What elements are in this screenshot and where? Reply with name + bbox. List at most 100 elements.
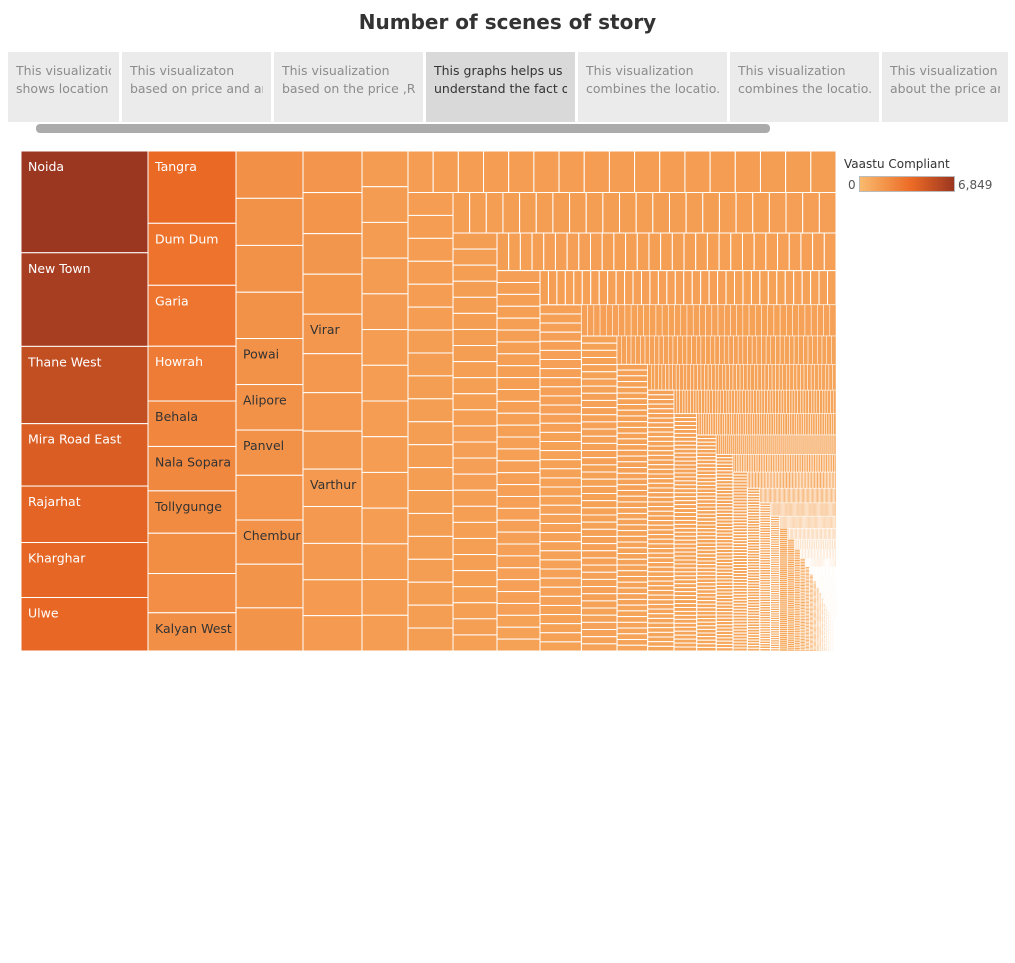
treemap-cell[interactable]: [769, 434, 773, 455]
treemap-cell[interactable]: [779, 550, 788, 554]
treemap-cell[interactable]: [793, 413, 797, 436]
treemap-cell[interactable]: [779, 583, 788, 586]
treemap-cell[interactable]: [235, 291, 304, 340]
treemap-cell[interactable]: [775, 454, 778, 473]
treemap-cell[interactable]: [361, 150, 409, 188]
treemap-cell[interactable]: [606, 304, 613, 337]
treemap-cell[interactable]: [580, 364, 618, 373]
treemap-cell[interactable]: [715, 413, 718, 436]
treemap-cell[interactable]: [578, 232, 592, 272]
treemap-cell[interactable]: [601, 232, 615, 272]
treemap-cell[interactable]: [779, 630, 788, 633]
treemap-cell[interactable]: [759, 270, 769, 306]
treemap-cell[interactable]: [787, 622, 795, 626]
treemap-cell[interactable]: [647, 585, 675, 591]
treemap-cell[interactable]: [794, 576, 801, 579]
treemap-cell[interactable]: [754, 413, 758, 436]
treemap-cell[interactable]: [683, 270, 693, 306]
treemap-cell[interactable]: [803, 454, 806, 473]
treemap-cell[interactable]: [794, 633, 801, 637]
treemap-cell[interactable]: [676, 389, 680, 414]
treemap-cell[interactable]: [709, 150, 736, 193]
treemap-cell[interactable]: [773, 434, 777, 455]
treemap-cell[interactable]: [616, 547, 649, 555]
treemap-cell[interactable]: [779, 601, 788, 605]
treemap-cell[interactable]: [779, 568, 788, 572]
treemap-cell[interactable]: [729, 364, 734, 391]
treemap-cell[interactable]: [794, 583, 801, 586]
treemap-cell[interactable]: [533, 150, 560, 193]
treemap-cell[interactable]: [715, 389, 719, 414]
treemap-cell[interactable]: [696, 614, 717, 620]
treemap-cell[interactable]: [407, 150, 434, 193]
treemap-cell[interactable]: [708, 413, 711, 436]
treemap-cell[interactable]: [647, 436, 675, 442]
treemap-cell[interactable]: [787, 578, 795, 581]
treemap-cell[interactable]: [739, 364, 744, 391]
treemap-cell[interactable]: [812, 413, 816, 436]
treemap-cell[interactable]: [794, 618, 801, 621]
treemap-cell[interactable]: [787, 647, 795, 650]
story-point-5[interactable]: This visualization combines the locatio.…: [578, 52, 727, 122]
treemap-cell[interactable]: [580, 528, 618, 537]
treemap-cell[interactable]: [496, 591, 541, 604]
treemap-cell[interactable]: [776, 270, 786, 306]
treemap-cell[interactable]: [673, 606, 698, 612]
treemap-cell[interactable]: [787, 574, 795, 577]
treemap-cell[interactable]: [147, 573, 237, 614]
treemap-cell[interactable]: [640, 335, 646, 365]
treemap-cell[interactable]: [714, 335, 720, 365]
treemap-cell[interactable]: [539, 322, 582, 333]
treemap-cell[interactable]: [647, 417, 675, 424]
treemap-cell[interactable]: [696, 517, 717, 522]
treemap-cell[interactable]: [647, 608, 675, 615]
treemap-cell[interactable]: [647, 464, 675, 470]
treemap-cell[interactable]: [539, 532, 582, 543]
treemap-cell[interactable]: [784, 270, 795, 306]
treemap-cell[interactable]: [794, 616, 801, 620]
treemap-cell[interactable]: [829, 304, 837, 337]
treemap-cell[interactable]: [684, 150, 711, 193]
treemap-cell[interactable]: [647, 580, 675, 587]
treemap-cell[interactable]: [696, 413, 700, 436]
treemap-cell[interactable]: [754, 364, 759, 391]
treemap-cell[interactable]: [302, 542, 363, 581]
treemap-cell[interactable]: [784, 454, 787, 473]
treemap-cell-behala[interactable]: [147, 400, 237, 447]
treemap-cell[interactable]: [787, 613, 795, 616]
treemap-cell[interactable]: [616, 467, 649, 474]
treemap-cell[interactable]: [407, 535, 454, 560]
treemap-cell[interactable]: [798, 335, 804, 365]
treemap-cell[interactable]: [750, 364, 755, 391]
treemap-cell[interactable]: [818, 454, 821, 473]
treemap-cell[interactable]: [496, 436, 541, 450]
treemap-cell[interactable]: [779, 532, 788, 535]
treemap-cell[interactable]: [580, 535, 618, 545]
treemap-cell[interactable]: [616, 593, 649, 600]
treemap-cell[interactable]: [496, 531, 541, 545]
treemap-cell[interactable]: [502, 192, 521, 234]
treemap-cell[interactable]: [722, 413, 725, 436]
treemap-cell[interactable]: [777, 454, 780, 473]
treemap-cell-alipore[interactable]: [235, 384, 304, 431]
treemap-cell[interactable]: [770, 454, 773, 473]
treemap-cell[interactable]: [673, 515, 698, 521]
treemap-cell[interactable]: [789, 454, 792, 473]
treemap-cell[interactable]: [539, 377, 582, 388]
treemap-cell[interactable]: [407, 192, 454, 216]
treemap-cell[interactable]: [539, 495, 582, 506]
treemap-cell[interactable]: [781, 434, 785, 455]
treemap-cell[interactable]: [823, 232, 837, 272]
treemap-cell[interactable]: [615, 270, 626, 306]
treemap-cell[interactable]: [725, 434, 729, 455]
treemap-cell[interactable]: [794, 611, 801, 615]
treemap-cell[interactable]: [407, 490, 454, 514]
treemap-cell[interactable]: [680, 304, 688, 337]
treemap-cell[interactable]: [452, 537, 498, 556]
treemap-cell[interactable]: [805, 434, 809, 455]
treemap-cell[interactable]: [496, 341, 541, 355]
treemap-cell[interactable]: [452, 441, 498, 459]
treemap-cell[interactable]: [616, 564, 649, 572]
treemap-cell[interactable]: [673, 512, 698, 517]
treemap-cell[interactable]: [779, 554, 788, 558]
